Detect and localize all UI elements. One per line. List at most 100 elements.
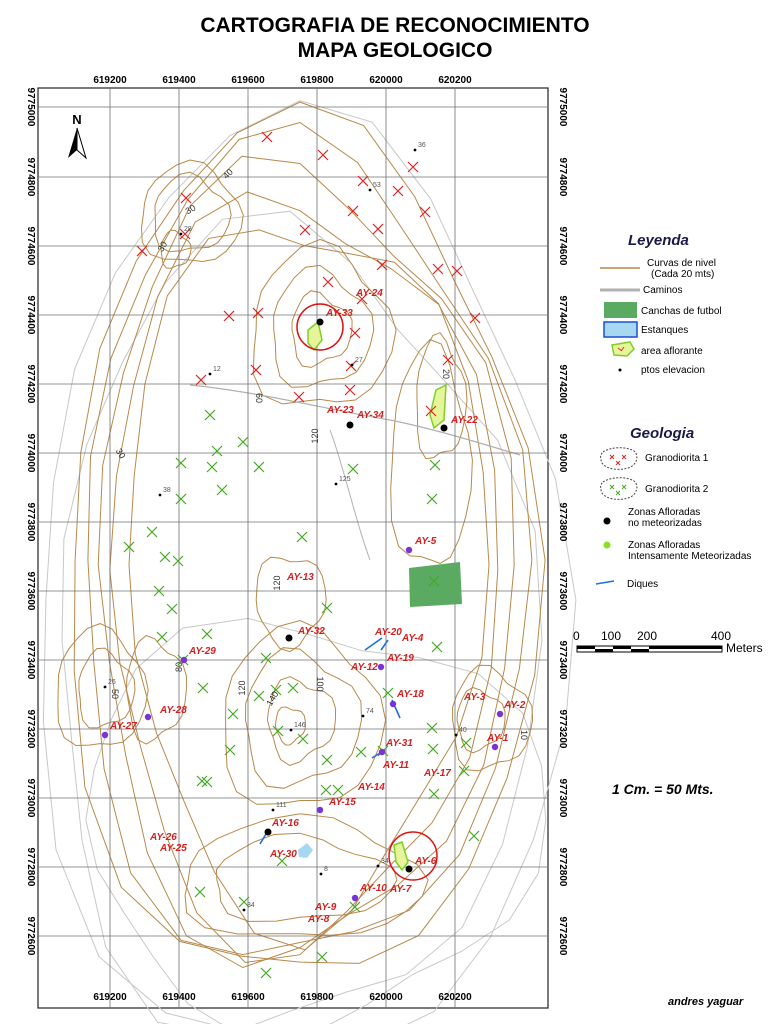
coordinate-grid (38, 88, 548, 1008)
elevation-label: 34 (247, 902, 255, 909)
legend-weathered-outcrop-icon (603, 541, 611, 549)
sample-label: AY-11 (382, 760, 410, 771)
x-tick-label: 619600 (231, 992, 265, 1003)
red-cross (349, 327, 361, 339)
contour-6 (154, 171, 232, 253)
y-tick-label: 9773600 (25, 572, 36, 611)
red-cross (136, 245, 148, 257)
green-cross (237, 436, 249, 448)
contour-label: 30 (184, 203, 198, 217)
sample-label: AY-18 (396, 689, 424, 700)
green-cross (146, 526, 158, 538)
fresh-outcrop-point (440, 424, 448, 432)
sample-label: AY-1 (486, 733, 509, 744)
contour-8 (252, 238, 397, 405)
elevation-label: 40 (459, 727, 467, 734)
green-cross (349, 901, 361, 913)
elevation-point (271, 808, 275, 812)
red-cross (345, 360, 357, 372)
elevation-point (242, 908, 246, 912)
green-cross (297, 733, 309, 745)
weathered-outcrop-point (351, 894, 359, 902)
contour-1 (87, 121, 533, 956)
red-cross (392, 185, 404, 197)
red-cross (179, 228, 191, 240)
legend-contours-interval: (Cada 20 mts) (651, 269, 715, 280)
legend-fresh-outcrop-icon (603, 517, 611, 525)
legend-outcrop-label: area aflorante (641, 346, 703, 357)
contour-24 (215, 832, 398, 922)
scale-ratio: 1 Cm. = 50 Mts. (612, 781, 714, 797)
outcrop-area-ay33 (307, 320, 323, 352)
red-cross (322, 276, 334, 288)
green-cross (204, 409, 216, 421)
green-cross (321, 602, 333, 614)
contour-2 (97, 155, 515, 969)
contour-5 (140, 159, 244, 263)
scale-unit: Meters (726, 641, 763, 655)
contour-4 (128, 229, 490, 951)
y-tick-label: 9774400 (557, 296, 568, 335)
contour-14 (274, 706, 307, 746)
dike-1 (380, 639, 389, 651)
scale-label-100: 100 (601, 629, 622, 643)
x-tick-label: 619200 (93, 75, 127, 86)
contour-23 (184, 813, 429, 936)
green-cross (197, 682, 209, 694)
green-cross (270, 684, 282, 696)
green-cross (211, 445, 223, 457)
elevation-point (413, 148, 417, 152)
fresh-outcrop-point (285, 634, 293, 642)
red-cross (425, 405, 437, 417)
red-cross (195, 374, 207, 386)
sample-label: AY-14 (357, 782, 385, 793)
contour-label: 50 (110, 689, 120, 699)
scale-label-0: 0 (573, 629, 580, 643)
green-cross (458, 765, 470, 777)
red-cross (376, 259, 388, 271)
red-cross (469, 312, 481, 324)
y-tick-label: 9773000 (557, 779, 568, 818)
y-tick-label: 9772600 (25, 917, 36, 956)
sample-label: AY-19 (386, 653, 414, 664)
elevation-point (319, 872, 323, 876)
elevation-label: 74 (366, 708, 374, 715)
sample-label: AY-33 (325, 308, 353, 319)
scale-label-400: 400 (711, 629, 732, 643)
contour-label: 120 (272, 575, 282, 590)
highlight-circle-ay33 (296, 303, 344, 351)
sample-label: AY-4 (401, 633, 424, 644)
elevation-label: 38 (163, 487, 171, 494)
author-credit: andres yaguar (668, 996, 744, 1008)
contour-19 (390, 339, 473, 564)
elevation-point (334, 482, 338, 486)
elevation-label: 111 (276, 802, 287, 809)
green-cross (175, 493, 187, 505)
sample-label: AY-29 (188, 646, 216, 657)
green-cross (201, 776, 213, 788)
north-arrow-icon: N (68, 112, 87, 160)
sample-label: AY-25 (159, 843, 187, 854)
faint-contour-0 (42, 100, 577, 1024)
map-title-line2: MAPA GEOLOGICO (297, 39, 493, 62)
sample-label: AY-27 (109, 721, 137, 732)
red-cross (250, 364, 262, 376)
contour-18 (255, 556, 327, 653)
red-cross (180, 192, 192, 204)
green-cross (320, 784, 332, 796)
green-cross (382, 687, 394, 699)
y-tick-label: 9772800 (25, 848, 36, 887)
green-cross (428, 788, 440, 800)
contour-22 (456, 686, 506, 754)
sample-label: AY-7 (389, 884, 412, 895)
weathered-outcrop-point (378, 748, 386, 756)
contour-label: 30 (114, 447, 128, 461)
green-cross (468, 830, 480, 842)
y-tick-label: 9774800 (557, 158, 568, 197)
y-tick-label: 9774600 (25, 227, 36, 266)
red-cross (344, 384, 356, 396)
geology-dikes-label: Diques (627, 579, 659, 590)
green-cross (224, 744, 236, 756)
